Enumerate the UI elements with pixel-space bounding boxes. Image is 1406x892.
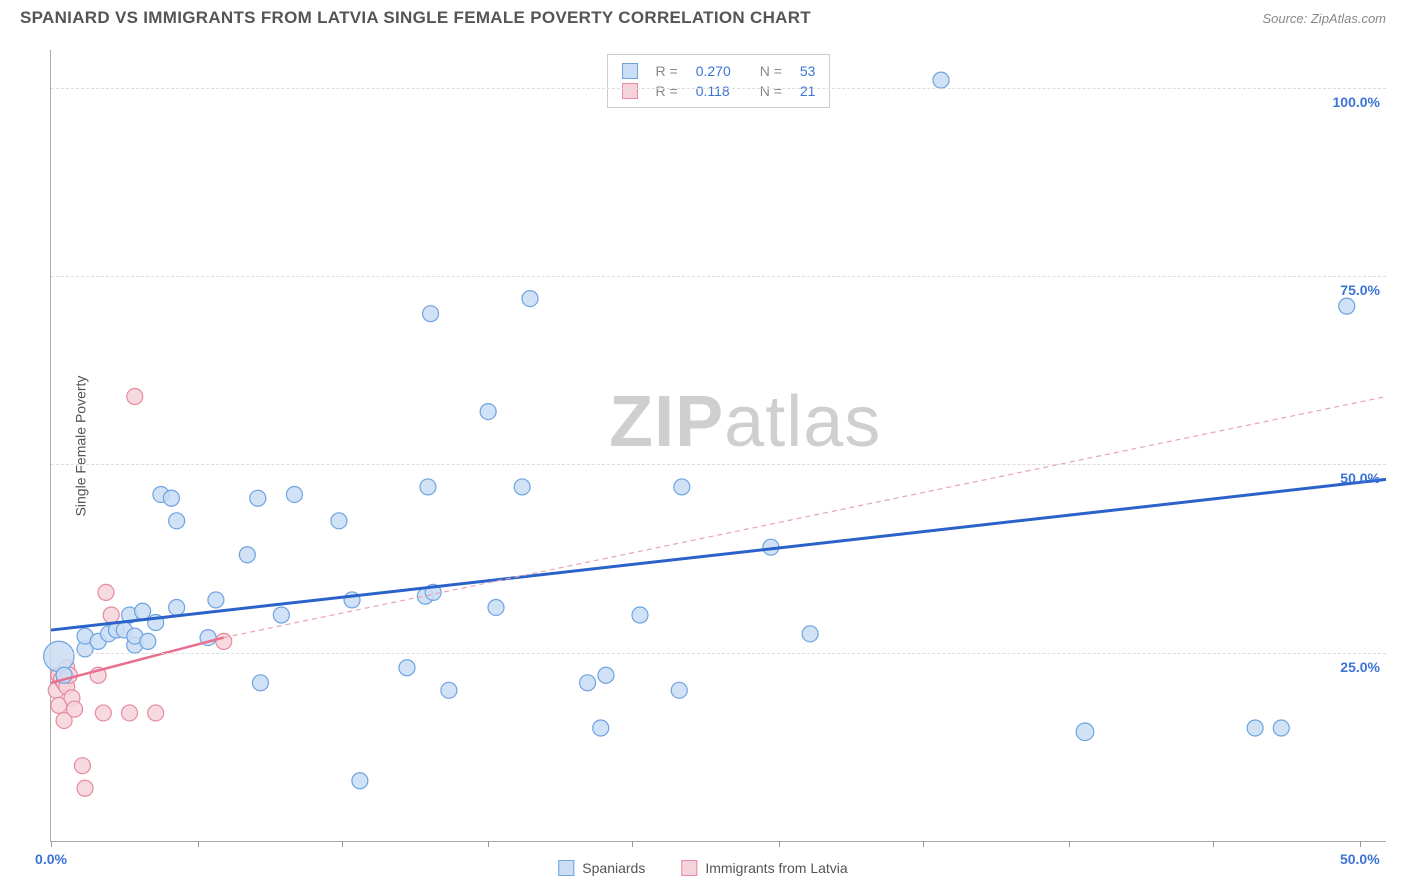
data-point	[98, 584, 114, 600]
x-tick-label: 0.0%	[35, 851, 67, 867]
data-point	[44, 641, 74, 671]
chart-title: SPANIARD VS IMMIGRANTS FROM LATVIA SINGL…	[20, 8, 811, 28]
gridline-h	[51, 276, 1386, 277]
data-point	[169, 599, 185, 615]
legend-swatch	[558, 860, 574, 876]
gridline-h	[51, 88, 1386, 89]
data-point	[1273, 720, 1289, 736]
data-point	[441, 682, 457, 698]
data-point	[135, 603, 151, 619]
data-point	[352, 773, 368, 789]
data-point	[802, 626, 818, 642]
data-point	[67, 701, 83, 717]
data-point	[331, 513, 347, 529]
x-tick	[1360, 841, 1361, 847]
data-point	[420, 479, 436, 495]
data-point	[140, 633, 156, 649]
data-point	[273, 607, 289, 623]
data-point	[423, 306, 439, 322]
data-point	[598, 667, 614, 683]
data-point	[522, 291, 538, 307]
data-point	[127, 389, 143, 405]
x-tick	[51, 841, 52, 847]
data-point	[77, 780, 93, 796]
data-point	[514, 479, 530, 495]
x-tick	[779, 841, 780, 847]
data-point	[1076, 723, 1094, 741]
data-point	[674, 479, 690, 495]
data-point	[286, 486, 302, 502]
data-point	[593, 720, 609, 736]
x-tick	[342, 841, 343, 847]
gridline-h	[51, 653, 1386, 654]
data-point	[1339, 298, 1355, 314]
data-point	[163, 490, 179, 506]
data-point	[208, 592, 224, 608]
data-point	[399, 660, 415, 676]
legend-bottom-item: Spaniards	[558, 860, 645, 876]
chart-header: SPANIARD VS IMMIGRANTS FROM LATVIA SINGL…	[0, 0, 1406, 32]
x-tick	[1213, 841, 1214, 847]
data-point	[216, 633, 232, 649]
legend-swatch	[681, 860, 697, 876]
data-point	[95, 705, 111, 721]
data-point	[148, 705, 164, 721]
y-tick-label: 100.0%	[1333, 94, 1380, 110]
data-point	[103, 607, 119, 623]
y-tick-label: 50.0%	[1340, 470, 1380, 486]
legend-series-label: Immigrants from Latvia	[705, 860, 847, 876]
data-point	[169, 513, 185, 529]
x-tick	[198, 841, 199, 847]
data-point	[480, 404, 496, 420]
chart-plot-area: ZIPatlas R =0.270N =53R =0.118N =21 25.0…	[50, 50, 1386, 842]
chart-source: Source: ZipAtlas.com	[1262, 11, 1386, 26]
series-legend: Spaniards Immigrants from Latvia	[558, 860, 847, 876]
x-tick	[923, 841, 924, 847]
data-point	[1247, 720, 1263, 736]
data-point	[74, 758, 90, 774]
scatter-svg	[51, 50, 1386, 841]
x-tick	[488, 841, 489, 847]
y-tick-label: 25.0%	[1340, 659, 1380, 675]
gridline-h	[51, 464, 1386, 465]
legend-bottom-item: Immigrants from Latvia	[681, 860, 847, 876]
data-point	[250, 490, 266, 506]
data-point	[933, 72, 949, 88]
legend-series-label: Spaniards	[582, 860, 645, 876]
x-tick	[1069, 841, 1070, 847]
x-tick	[632, 841, 633, 847]
data-point	[580, 675, 596, 691]
data-point	[488, 599, 504, 615]
data-point	[122, 705, 138, 721]
data-point	[632, 607, 648, 623]
data-point	[671, 682, 687, 698]
data-point	[252, 675, 268, 691]
x-tick-label: 50.0%	[1340, 851, 1380, 867]
y-tick-label: 75.0%	[1340, 282, 1380, 298]
data-point	[239, 547, 255, 563]
trend-line-latvia-dashed	[224, 397, 1386, 638]
